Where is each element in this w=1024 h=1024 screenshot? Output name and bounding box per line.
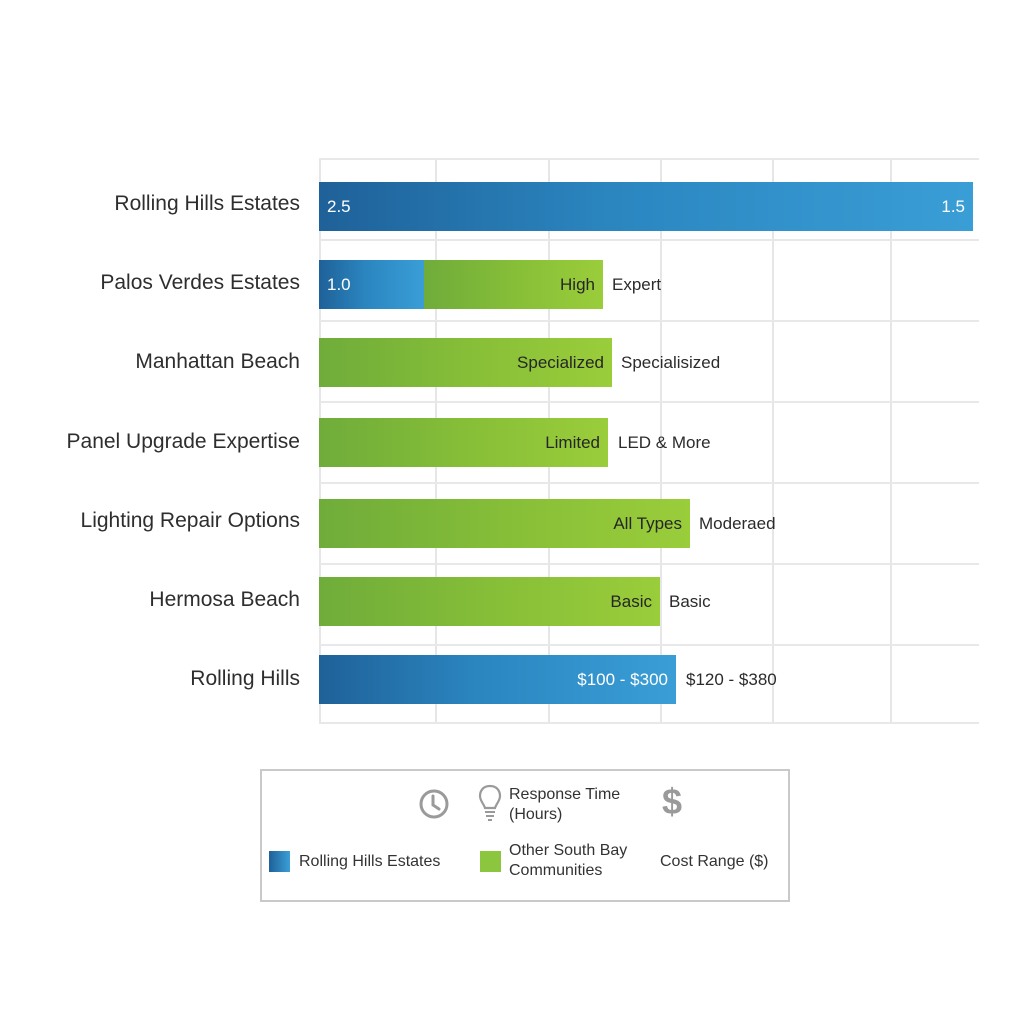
legend-item-rolling-hills-estates[interactable]: Rolling Hills Estates — [269, 851, 440, 872]
category-label: Panel Upgrade Expertise — [66, 430, 300, 453]
bar-segment-other-south-bay[interactable]: Basic — [319, 577, 660, 626]
grid-line-horizontal — [319, 401, 979, 403]
category-label: Palos Verdes Estates — [100, 271, 300, 294]
grid-line-horizontal — [319, 158, 979, 160]
category-label: Rolling Hills Estates — [114, 192, 300, 215]
legend-label: Cost Range ($) — [660, 853, 769, 870]
bar-value-label: 2.5 — [327, 196, 351, 216]
grid-line-horizontal — [319, 563, 979, 565]
dollar-icon: $ — [662, 781, 683, 822]
category-label: Hermosa Beach — [149, 588, 300, 611]
bar-segment-other-south-bay[interactable]: Limited — [319, 418, 608, 467]
bar-row: Limited LED & More — [0, 418, 1024, 467]
bar-segment-other-south-bay[interactable]: All Types — [319, 499, 690, 548]
grid-line-horizontal — [319, 644, 979, 646]
legend-item-cost-range[interactable]: Cost Range ($) — [660, 852, 769, 872]
category-label: Rolling Hills — [190, 667, 300, 690]
bar-row: 2.5 1.5 — [0, 182, 1024, 231]
bar-value-label: Specialized — [517, 352, 604, 372]
legend-label: Rolling Hills Estates — [299, 852, 441, 870]
grid-line-horizontal — [319, 320, 979, 322]
grid-line-vertical — [660, 159, 662, 724]
legend-swatch-green — [480, 850, 501, 872]
bar-value-label: High — [560, 274, 595, 294]
bar-segment-rolling-hills-estates[interactable]: 2.5 1.5 — [319, 182, 973, 231]
bar-value-label: Basic — [610, 591, 652, 611]
outside-value-label: Expert — [612, 275, 662, 294]
bar-value-label: 1.0 — [327, 274, 351, 294]
grid-line-horizontal — [319, 482, 979, 484]
bar-row: All Types Moderaed — [0, 499, 1024, 548]
outside-value-label: $120 - $380 — [686, 670, 777, 689]
bar-segment-other-south-bay[interactable]: High — [424, 260, 603, 309]
bar-value-label: Limited — [545, 432, 600, 452]
legend-item-other-south-bay[interactable]: Other South Bay Communities — [480, 841, 627, 881]
grid-line-horizontal — [319, 722, 979, 724]
grid-line-vertical — [772, 159, 774, 724]
category-label: Manhattan Beach — [135, 350, 300, 373]
legend-response-time: Response Time (Hours) — [509, 785, 620, 825]
legend-response-time-line1: Response Time — [509, 786, 621, 803]
legend-response-time-line2: (Hours) — [509, 806, 563, 823]
bar-row: $100 - $300 $120 - $380 — [0, 655, 1024, 704]
bar-value-label: All Types — [613, 513, 682, 533]
lightbulb-icon — [478, 784, 502, 821]
bar-row: Specialized Specialisized — [0, 338, 1024, 387]
bar-value-label: 1.5 — [941, 196, 965, 216]
legend-label-line2: Communities — [509, 862, 603, 879]
outside-value-label: Moderaed — [699, 514, 776, 533]
bar-chart: Rolling Hills Estates 2.5 1.5 Palos Verd… — [0, 158, 1024, 724]
bar-row: Basic Basic — [0, 577, 1024, 626]
bar-segment-rolling-hills-estates[interactable]: $100 - $300 — [319, 655, 676, 704]
legend-swatch-blue — [269, 851, 290, 872]
clock-icon — [419, 789, 449, 819]
bar-row: 1.0 High Expert — [0, 260, 1024, 309]
grid-line-vertical — [890, 159, 892, 724]
outside-value-label: Basic — [669, 592, 711, 611]
grid-line-horizontal — [319, 239, 979, 241]
bar-segment-other-south-bay[interactable]: Specialized — [319, 338, 612, 387]
bar-value-label: $100 - $300 — [577, 669, 668, 689]
category-label: Lighting Repair Options — [80, 509, 300, 532]
outside-value-label: Specialisized — [621, 353, 721, 372]
bar-segment-rolling-hills-estates[interactable]: 1.0 — [319, 260, 424, 309]
legend-label-line1: Other South Bay — [509, 842, 628, 859]
chart-legend: Response Time (Hours) $ Rolling Hills Es… — [260, 769, 790, 902]
outside-value-label: LED & More — [618, 433, 711, 452]
